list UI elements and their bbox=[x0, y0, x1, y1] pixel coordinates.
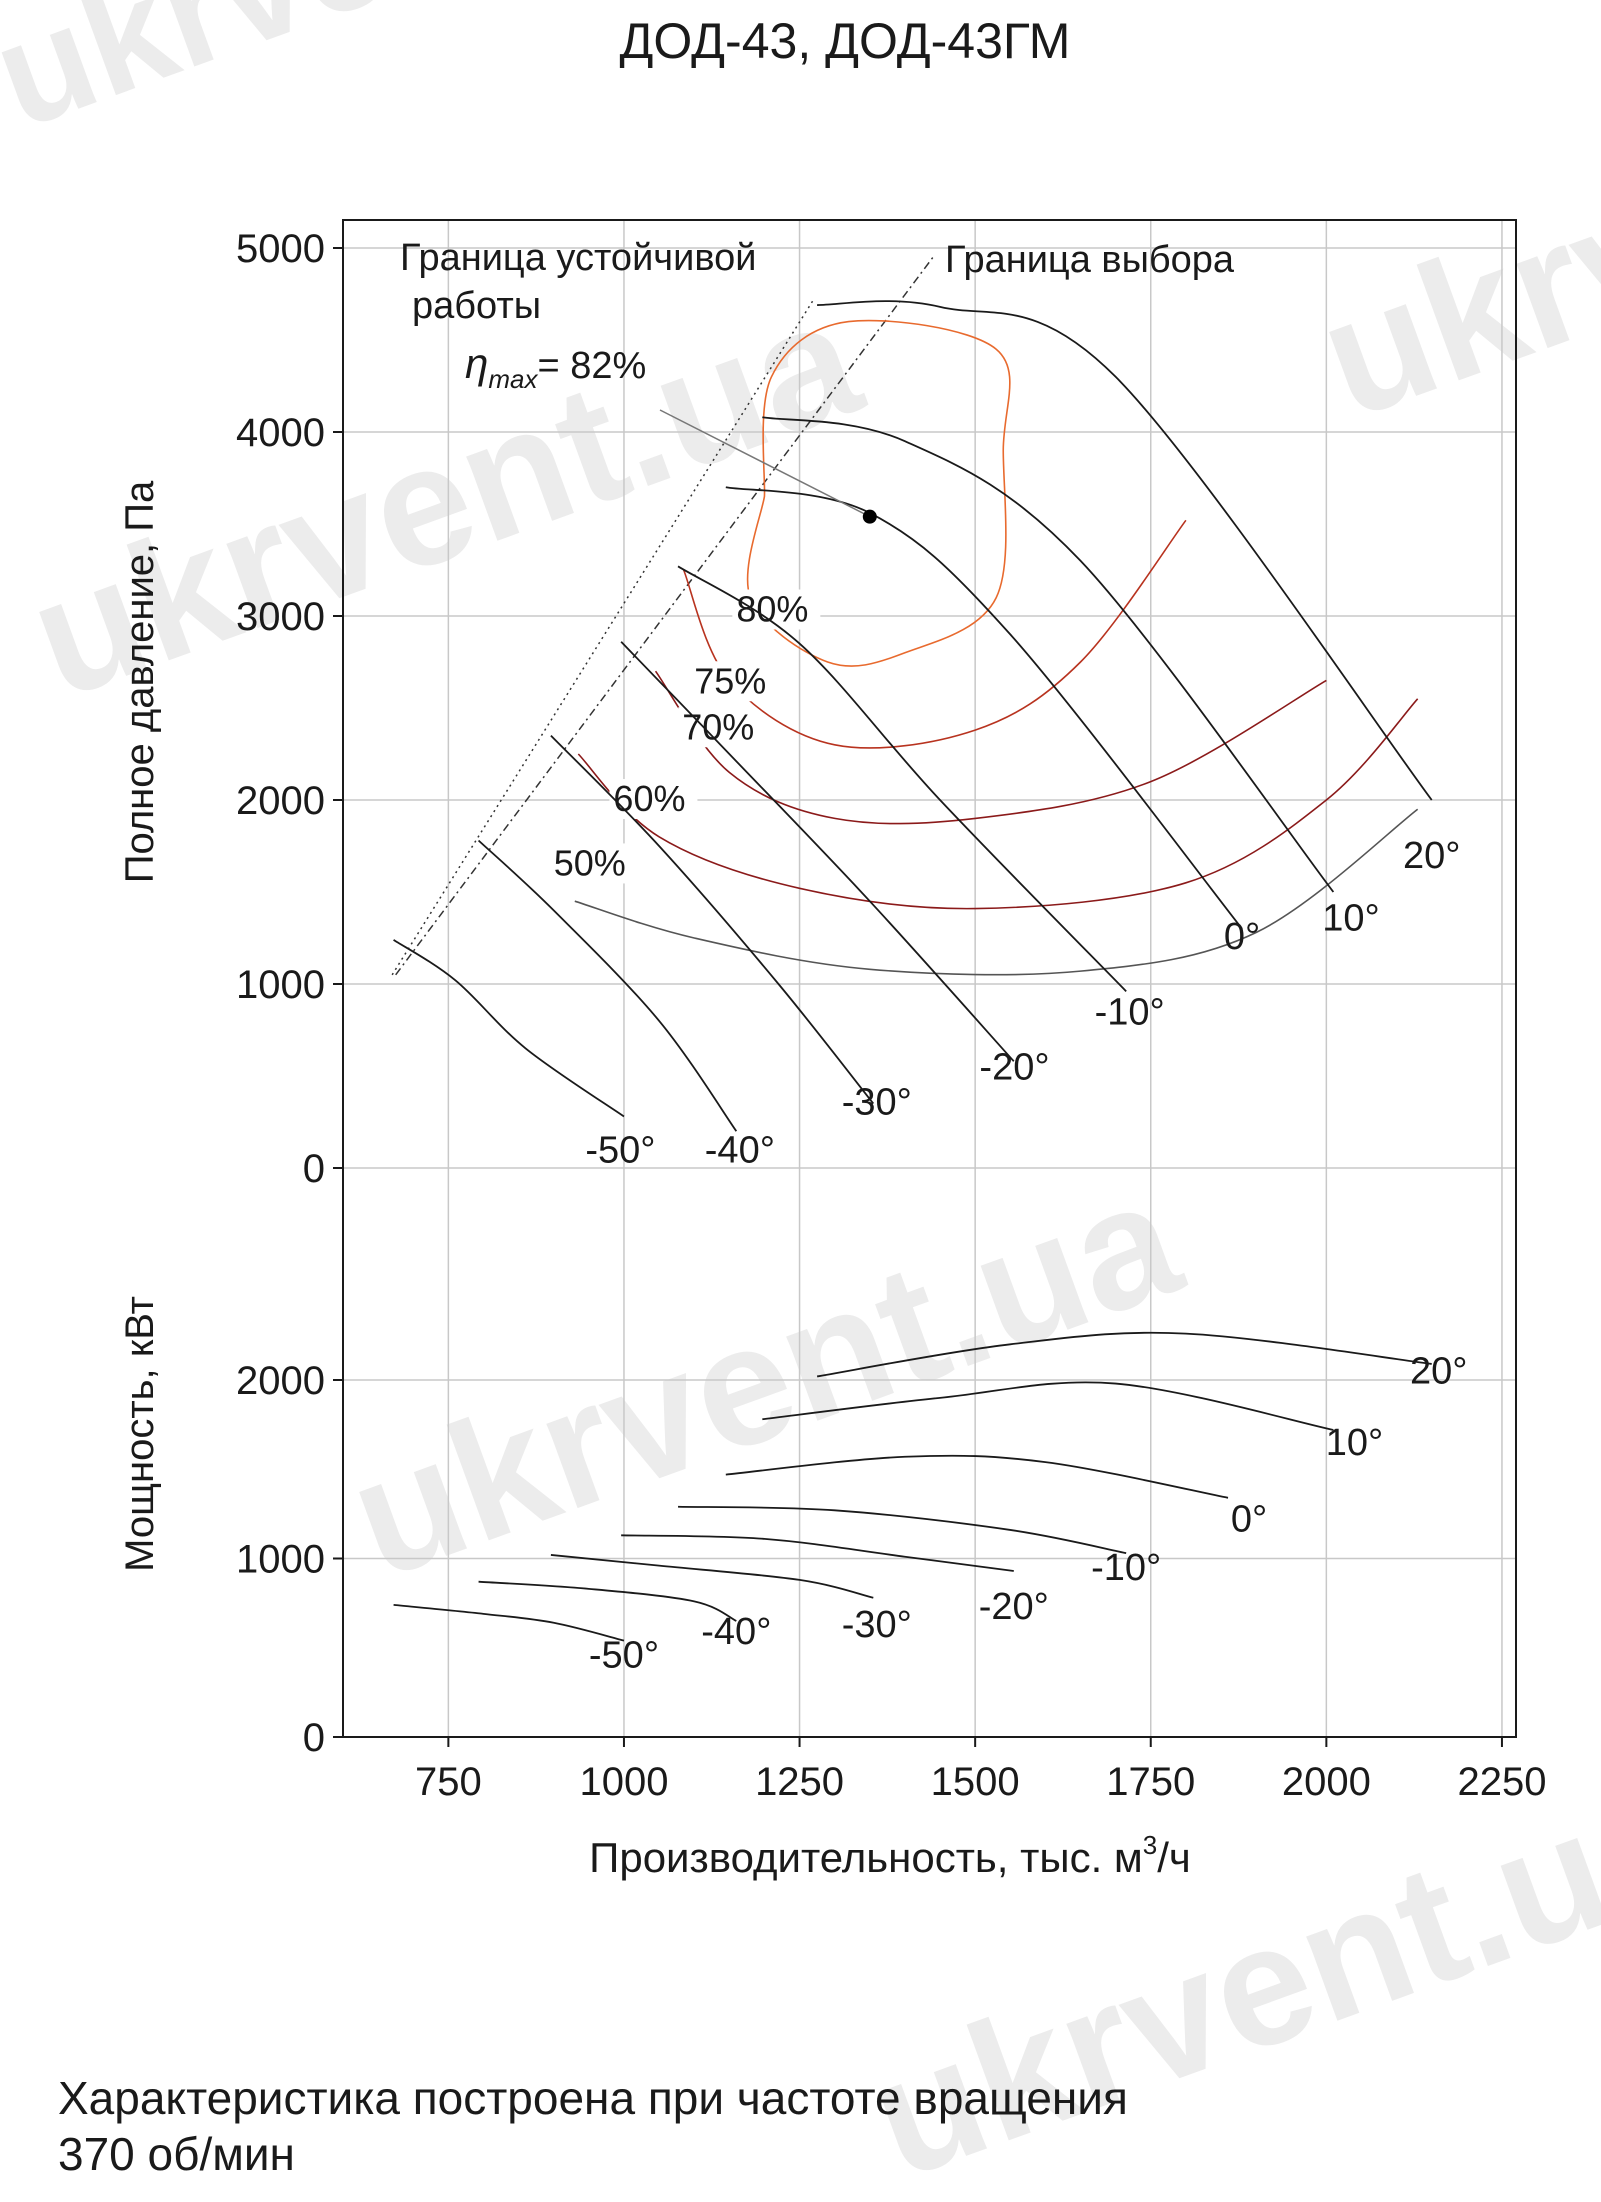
power-curve bbox=[621, 1534, 1014, 1572]
power-y-tick-label: 1000 bbox=[236, 1538, 325, 1582]
pressure-curve-label: -40° bbox=[705, 1129, 775, 1171]
pressure-curve-label: -10° bbox=[1095, 991, 1165, 1033]
stability-boundary-label: Граница устойчивой bbox=[400, 237, 756, 279]
efficiency-label: 80% bbox=[736, 589, 808, 630]
pressure-curve-label: 20° bbox=[1403, 835, 1460, 877]
power-curve bbox=[550, 1554, 874, 1599]
x-axis-label-sup: 3 bbox=[1143, 1830, 1157, 1860]
pressure-curve bbox=[550, 734, 875, 1105]
watermark-text: ukrvent.ua bbox=[328, 1142, 1202, 1615]
x-axis-label-tail: /ч bbox=[1157, 1834, 1191, 1881]
pressure-curve bbox=[817, 300, 1433, 801]
eta-symbol: η bbox=[465, 340, 488, 387]
pressure-y-tick-label: 3000 bbox=[236, 595, 325, 639]
pressure-curve bbox=[620, 641, 1015, 1062]
efficiency-label: 60% bbox=[613, 778, 685, 819]
x-tick-label: 2250 bbox=[1457, 1760, 1546, 1804]
x-tick-label: 1000 bbox=[579, 1760, 668, 1804]
selection-boundary-label: Граница выбора bbox=[945, 239, 1235, 281]
pressure-y-tick-label: 4000 bbox=[236, 411, 325, 455]
power-curve-label: 20° bbox=[1410, 1351, 1467, 1393]
eta-leader-line bbox=[659, 409, 871, 518]
efficiency-curve bbox=[654, 670, 1327, 825]
power-y-tick-label: 2000 bbox=[236, 1359, 325, 1403]
pressure-curves: -50° -40° -30° -20° -10° 0° 10° 20° bbox=[393, 300, 1460, 1171]
x-axis-label: Производительность, тыс. м3/ч bbox=[589, 1830, 1191, 1881]
axes: 750 1000 1250 1500 1750 2000 2250 5000 4000 3000 2… bbox=[236, 219, 1546, 1804]
efficiency-label-bg bbox=[690, 661, 779, 702]
pressure-curve bbox=[677, 565, 1127, 992]
x-tick-label: 1500 bbox=[931, 1760, 1020, 1804]
pressure-y-tick-label: 0 bbox=[303, 1147, 325, 1191]
eta-max-label: ηmax= 82% bbox=[465, 340, 646, 394]
x-tick-label: 1250 bbox=[755, 1760, 844, 1804]
power-curves: -50° -40° -30° -20° -10° 0° 10° 20° bbox=[393, 1331, 1467, 1676]
pressure-y-axis-label: Полное давление, Па bbox=[118, 480, 162, 883]
x-tick-label: 750 bbox=[415, 1760, 482, 1804]
footnote-line-2: 370 об/мин bbox=[58, 2128, 295, 2180]
efficiency-curve bbox=[577, 698, 1419, 910]
power-curve bbox=[762, 1381, 1334, 1431]
efficiency-label: 75% bbox=[694, 660, 766, 701]
efficiency-label: 50% bbox=[554, 842, 626, 883]
pressure-curve-label: -30° bbox=[842, 1082, 912, 1124]
pressure-curve bbox=[725, 486, 1243, 930]
pressure-y-tick-label: 2000 bbox=[236, 779, 325, 823]
efficiency-label-bg bbox=[609, 779, 698, 820]
power-curve bbox=[393, 1604, 625, 1642]
chart-title: ДОД-43, ДОД-43ГМ bbox=[620, 13, 1071, 69]
power-curve-label: 10° bbox=[1326, 1422, 1383, 1464]
power-curve-label: -30° bbox=[842, 1604, 912, 1646]
eta-max-point bbox=[862, 509, 877, 524]
pressure-y-tick-label: 5000 bbox=[236, 227, 325, 271]
power-y-axis-label: Мощность, кВт bbox=[118, 1296, 162, 1572]
footnote-line-1: Характеристика построена при частоте вра… bbox=[58, 2072, 1128, 2124]
pressure-curve bbox=[393, 939, 625, 1118]
power-curve-label: -20° bbox=[979, 1586, 1049, 1628]
eta-sub: max bbox=[488, 364, 538, 394]
x-tick-label: 1750 bbox=[1106, 1760, 1195, 1804]
power-curve bbox=[816, 1331, 1432, 1378]
efficiency-curve bbox=[746, 319, 1011, 667]
power-curve-label: -10° bbox=[1091, 1547, 1161, 1589]
pressure-curve bbox=[477, 839, 738, 1132]
efficiency-label-bg bbox=[732, 589, 821, 630]
selection-boundary-line bbox=[395, 256, 934, 976]
power-curve bbox=[725, 1454, 1229, 1499]
efficiency-curves: 50% 60% 70% 75% 80% bbox=[549, 319, 1419, 976]
pressure-curve-label: 0° bbox=[1224, 916, 1260, 958]
pressure-curve bbox=[762, 416, 1335, 893]
power-curve-label: 0° bbox=[1231, 1499, 1267, 1541]
pressure-y-tick-label: 1000 bbox=[236, 963, 325, 1007]
power-curve bbox=[678, 1505, 1127, 1555]
footnote: Характеристика построена при частоте вра… bbox=[58, 2070, 1558, 2182]
pressure-curve-label: 10° bbox=[1322, 898, 1379, 940]
x-axis-label-main: Производительность, тыс. м bbox=[589, 1834, 1143, 1881]
power-y-tick-label: 0 bbox=[303, 1716, 325, 1760]
efficiency-label-bg bbox=[678, 707, 767, 748]
boundary-lines bbox=[391, 256, 934, 976]
eta-value: = 82% bbox=[537, 345, 646, 387]
plot-frame bbox=[342, 219, 1517, 1738]
power-curve-label: -40° bbox=[701, 1611, 771, 1653]
stability-boundary-label-2: работы bbox=[412, 285, 541, 327]
efficiency-curve bbox=[574, 808, 1419, 976]
watermark-text: ukrvent.ua bbox=[1298, 0, 1601, 455]
stability-boundary-line bbox=[391, 299, 815, 976]
efficiency-label: 70% bbox=[682, 706, 754, 747]
x-tick-label: 2000 bbox=[1282, 1760, 1371, 1804]
power-curve bbox=[478, 1580, 737, 1622]
pressure-curve-label: -50° bbox=[585, 1129, 655, 1171]
power-curve-label: -50° bbox=[589, 1634, 659, 1676]
efficiency-label-bg bbox=[549, 843, 638, 884]
pressure-curve-label: -20° bbox=[979, 1047, 1049, 1089]
